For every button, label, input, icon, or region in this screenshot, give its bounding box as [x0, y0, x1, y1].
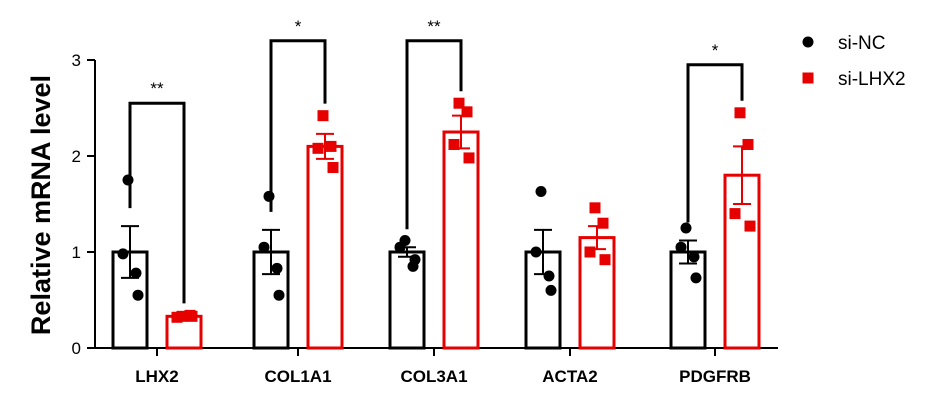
- x-tick-label: LHX2: [135, 367, 178, 386]
- data-point-si-nc: [273, 289, 285, 301]
- data-point-si-lhx2: [463, 152, 475, 164]
- data-point-si-nc: [132, 289, 144, 301]
- data-point-si-lhx2: [327, 162, 339, 174]
- data-point-si-nc: [530, 246, 542, 258]
- bar-si-lhx2-col1a1: [306, 144, 344, 350]
- legend: si-NC si-LHX2: [802, 33, 906, 90]
- data-point-si-lhx2: [744, 220, 756, 232]
- x-tick-label: PDGFRB: [679, 367, 751, 386]
- data-point-si-nc: [688, 251, 700, 263]
- significance-label: *: [295, 17, 302, 36]
- bars: [111, 130, 761, 350]
- data-point-si-lhx2: [584, 246, 596, 258]
- significance-bracket: [686, 63, 744, 223]
- data-point-si-lhx2: [448, 138, 460, 150]
- data-point-si-lhx2: [734, 107, 746, 119]
- data-point-si-nc: [690, 272, 702, 284]
- data-point-si-nc: [675, 241, 687, 253]
- data-point-si-lhx2: [729, 208, 741, 220]
- data-point-si-nc: [130, 267, 142, 279]
- data-point-si-nc: [263, 190, 275, 202]
- data-point-si-lhx2: [589, 202, 601, 214]
- significance-bracket: [269, 39, 327, 212]
- data-point-si-lhx2: [597, 217, 609, 229]
- legend-marker-si-lhx2: [802, 72, 814, 84]
- x-tick-label: COL3A1: [400, 367, 467, 386]
- bar-si-lhx2-col3a1: [442, 130, 480, 350]
- significance-bracket: [405, 39, 463, 230]
- data-point-si-lhx2: [453, 97, 465, 109]
- significance-label: **: [427, 17, 441, 36]
- data-point-si-nc: [122, 174, 134, 186]
- y-tick-label: 1: [72, 243, 81, 262]
- data-point-si-nc: [535, 186, 547, 198]
- data-point-si-lhx2: [461, 106, 473, 118]
- y-axis-label: Relative mRNA level: [26, 75, 56, 335]
- bar-si-nc-pdgfrb: [669, 250, 707, 350]
- axes: 0 1 2 3 LHX2 COL1A1 COL3A1 ACTA2 PDGFRB: [72, 51, 778, 386]
- data-point-si-nc: [543, 270, 555, 282]
- data-point-si-lhx2: [325, 140, 337, 152]
- legend-label: si-NC: [838, 33, 886, 54]
- data-point-si-lhx2: [312, 142, 324, 154]
- legend-label: si-LHX2: [838, 69, 906, 90]
- significance-brackets: *** ***: [128, 17, 744, 304]
- data-point-si-nc: [271, 262, 283, 274]
- data-point-si-nc: [258, 241, 270, 253]
- data-point-si-lhx2: [317, 110, 329, 122]
- data-point-si-lhx2: [742, 138, 754, 150]
- data-point-si-lhx2: [599, 254, 611, 266]
- significance-bracket: [128, 101, 186, 304]
- y-tick-label: 3: [72, 51, 81, 70]
- significance-label: *: [712, 41, 719, 60]
- significance-label: **: [150, 79, 164, 98]
- legend-marker-si-nc: [802, 36, 814, 48]
- data-points: [117, 97, 756, 323]
- data-point-si-nc: [680, 222, 692, 234]
- x-tick-label: COL1A1: [264, 367, 331, 386]
- data-point-si-nc: [545, 284, 557, 296]
- bar-si-nc-col3a1: [388, 250, 426, 350]
- data-point-si-nc: [117, 248, 129, 260]
- error-bars: [121, 114, 751, 319]
- y-tick-label: 2: [72, 147, 81, 166]
- x-tick-label: ACTA2: [542, 367, 597, 386]
- y-tick-label: 0: [72, 339, 81, 358]
